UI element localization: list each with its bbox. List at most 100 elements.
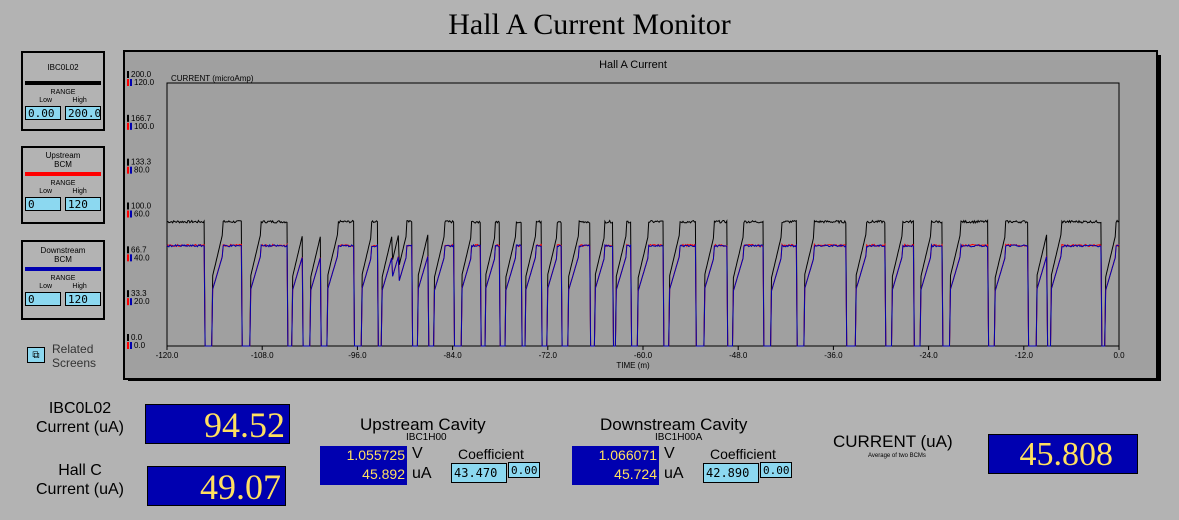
downstream-readout-box: 1.066071 45.724 [572,446,659,485]
upstream-offset-input[interactable]: 0.00 [508,462,540,478]
tick-marker-red [127,298,129,306]
y-tick-label-black: 200.0 [131,70,152,79]
range-high-input[interactable]: 120 [65,197,101,211]
coefficient-label: Coefficient [458,446,524,462]
hallc-current-label: Hall C Current (uA) [35,462,125,498]
downstream-coefficient-input[interactable]: 42.890 [703,463,759,483]
x-tick-label: -48.0 [729,351,748,360]
tick-marker-blue [130,210,132,218]
low-label: Low [39,283,53,290]
range-low-input[interactable]: 0 [25,197,61,211]
y-tick-label-color: 100.0 [134,122,155,131]
upstream-cavity-title: Upstream Cavity [360,415,486,434]
related-screens[interactable]: ⧉ Related Screens [27,342,96,370]
panel-name: Downstream BCM [40,246,86,264]
ibc0l02-range-panel: IBC0L02 RANGE Low High 0.00 200.0 [21,51,105,131]
tick-marker-black [127,71,129,78]
y-tick-label-black: 100.0 [131,202,152,211]
upstream-bcm-range-panel: Upstream BCM RANGE Low High 0 120 [21,146,105,224]
upstream-readout-box: 1.055725 45.892 [320,446,407,485]
range-label: RANGE [50,89,76,96]
series-color-bar [25,172,101,176]
series-line-2 [166,242,1120,347]
low-label: Low [39,97,53,104]
tick-marker-blue [130,122,132,130]
y-tick-label-black: 33.3 [131,289,147,298]
x-axis-label: TIME (m) [616,361,650,370]
tick-marker-blue [130,166,132,174]
average-current-note: Average of two BCMs [868,453,926,459]
window-stack-icon[interactable]: ⧉ [27,347,45,363]
upstream-cavity-pv: IBC1H00 [406,432,447,443]
tick-marker-blue [130,79,132,86]
current-unit: uA [664,465,684,482]
tick-marker-black [127,290,129,298]
downstream-voltage: 1.066071 [598,447,657,463]
tick-marker-black [127,202,129,210]
average-current-label: CURRENT (uA) [833,432,953,451]
range-low-input[interactable]: 0.00 [25,106,61,120]
strip-chart: Hall A Current CURRENT (microAmp) 200.0 1… [123,50,1158,380]
range-low-input[interactable]: 0 [25,292,61,306]
high-label: High [72,188,87,195]
y-tick-label-color: 40.0 [134,253,150,262]
x-tick-label: -36.0 [824,351,843,360]
tick-marker-black [127,246,129,254]
x-tick-label: -60.0 [634,351,653,360]
current-unit: uA [412,465,432,482]
high-label: High [72,97,87,104]
tick-marker-red [127,254,129,262]
tick-marker-red [127,79,129,86]
tick-marker-red [127,122,129,130]
y-tick-label-black: 66.7 [131,245,147,254]
downstream-bcm-range-panel: Downstream BCM RANGE Low High 0 120 [21,240,105,320]
range-high-input[interactable]: 200.0 [65,106,101,120]
y-tick-label-color: 80.0 [134,166,150,175]
strip-chart-svg: Hall A Current CURRENT (microAmp) 200.01… [127,59,1125,370]
ibc0l02-current-label: IBC0L02 Current (uA) [35,400,125,436]
x-tick-label: -72.0 [539,351,558,360]
tick-marker-black [127,158,129,166]
high-label: High [72,283,87,290]
range-high-input[interactable]: 120 [65,292,101,306]
series-color-bar [25,81,101,85]
panel-name: Upstream BCM [45,151,81,169]
chart-title: Hall A Current [599,59,667,71]
coefficient-label: Coefficient [710,446,776,462]
downstream-cavity-title: Downstream Cavity [600,415,748,434]
low-label: Low [39,188,53,195]
y-tick-label-color: 60.0 [134,210,150,219]
y-tick-label-black: 133.3 [131,158,152,167]
y-tick-label-black: 0.0 [131,333,143,342]
downstream-offset-input[interactable]: 0.00 [760,462,792,478]
average-current-value: 45.808 [988,434,1138,474]
tick-marker-blue [130,342,132,349]
related-screens-label: Related Screens [52,342,97,370]
upstream-coefficient-input[interactable]: 43.470 [451,463,507,483]
y-tick-label-color: 20.0 [134,297,150,306]
series-color-bar [25,267,101,271]
tick-marker-blue [130,298,132,306]
y-tick-label-color: 120.0 [134,78,155,87]
y-tick-label-black: 166.7 [131,114,152,123]
voltage-unit: V [412,445,423,462]
x-tick-label: 0.0 [1113,351,1125,360]
page-title: Hall A Current Monitor [448,8,731,41]
range-label: RANGE [50,275,76,282]
x-tick-label: -96.0 [348,351,367,360]
plot-area [166,82,1120,347]
tick-marker-red [127,342,129,349]
upstream-voltage: 1.055725 [346,447,405,463]
tick-marker-red [127,210,129,218]
x-tick-label: -120.0 [156,351,179,360]
voltage-unit: V [664,445,675,462]
tick-marker-blue [130,254,132,262]
tick-marker-black [127,114,129,122]
downstream-current: 45.724 [614,466,657,482]
hallc-current-value: 49.07 [147,466,286,507]
downstream-cavity-pv: IBC1H00A [655,432,703,443]
tick-marker-red [127,166,129,174]
x-tick-label: -24.0 [919,351,938,360]
ibc0l02-current-value: 94.52 [145,404,290,445]
y-axis-label: CURRENT (microAmp) [171,74,254,83]
